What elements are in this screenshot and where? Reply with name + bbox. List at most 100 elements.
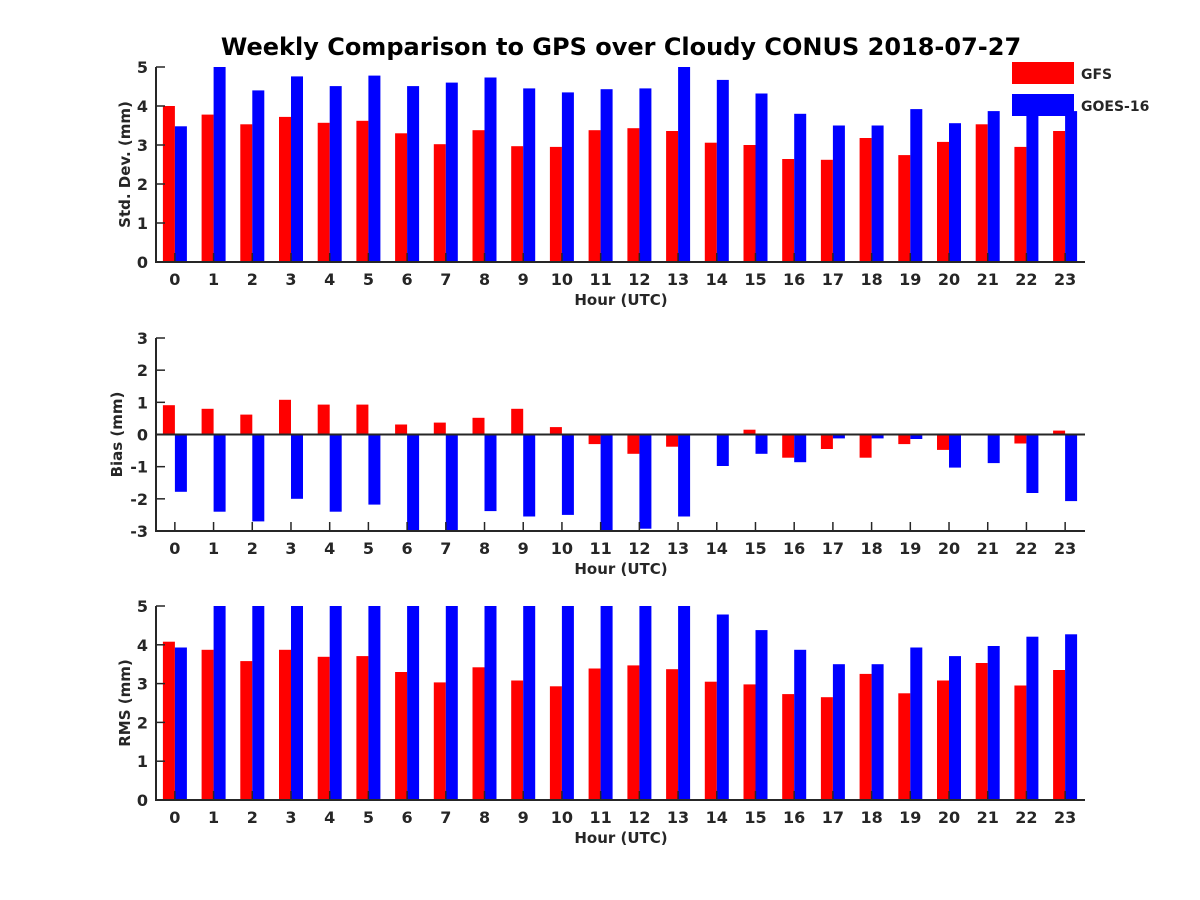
y-tick-label: 2	[137, 713, 148, 732]
bar-gfs-11	[588, 668, 601, 800]
bar-goes16-23	[1065, 634, 1078, 800]
bar-goes16-11	[600, 606, 613, 800]
bar-gfs-9	[511, 146, 524, 262]
bar-gfs-6	[395, 672, 408, 800]
bar-goes16-6	[407, 606, 420, 800]
bar-gfs-7	[433, 422, 446, 435]
bar-gfs-15	[743, 684, 756, 800]
bar-gfs-3	[279, 649, 291, 800]
bar-goes16-0	[174, 434, 187, 492]
bar-gfs-16	[782, 694, 795, 800]
bar-gfs-16	[782, 159, 795, 262]
bar-goes16-4	[329, 86, 342, 262]
legend-label-gfs: GFS	[1081, 67, 1112, 83]
bar-gfs-7	[433, 144, 446, 262]
y-tick-label: -3	[130, 522, 148, 541]
bar-goes16-1	[213, 606, 226, 800]
bar-goes16-15	[755, 93, 768, 262]
x-tick-label: 7	[440, 808, 451, 827]
y-axis-label: RMS (mm)	[116, 659, 134, 746]
bar-goes16-15	[755, 630, 768, 800]
x-tick-label: 2	[247, 808, 258, 827]
bar-goes16-7	[445, 434, 458, 531]
bar-gfs-10	[549, 146, 562, 262]
bar-goes16-11	[600, 89, 613, 262]
bar-gfs-4	[317, 656, 330, 800]
x-tick-label: 9	[518, 808, 529, 827]
x-tick-label: 13	[667, 270, 689, 289]
y-tick-label: 0	[137, 791, 148, 810]
x-tick-label: 14	[706, 270, 728, 289]
x-tick-label: 15	[744, 539, 766, 558]
legend-swatch-goes16	[1012, 94, 1074, 116]
x-tick-label: 19	[899, 808, 921, 827]
bar-gfs-8	[472, 417, 485, 435]
bar-gfs-2	[240, 414, 253, 435]
x-tick-label: 20	[938, 270, 960, 289]
bar-gfs-23	[1053, 131, 1066, 262]
bar-goes16-23	[1065, 111, 1078, 262]
x-tick-label: 4	[324, 270, 335, 289]
x-tick-label: 23	[1054, 270, 1076, 289]
x-tick-label: 17	[822, 270, 844, 289]
x-tick-label: 4	[324, 539, 335, 558]
legend-swatch-gfs	[1012, 62, 1074, 84]
bar-gfs-8	[472, 130, 485, 262]
y-tick-label: 1	[137, 214, 148, 233]
bar-goes16-16	[794, 649, 807, 800]
bar-goes16-18	[871, 434, 884, 439]
bar-gfs-12	[627, 665, 640, 800]
bar-gfs-9	[511, 408, 524, 435]
bar-goes16-5	[368, 75, 381, 262]
bar-gfs-19	[898, 155, 911, 262]
bar-goes16-21	[987, 434, 1000, 464]
bar-goes16-5	[368, 434, 381, 505]
x-tick-label: 9	[518, 270, 529, 289]
x-tick-label: 18	[860, 539, 882, 558]
bar-gfs-2	[240, 661, 253, 800]
x-axis-label: Hour (UTC)	[574, 829, 667, 847]
bar-gfs-16	[782, 434, 795, 458]
x-tick-label: 8	[479, 270, 490, 289]
bar-goes16-14	[716, 434, 729, 466]
bar-goes16-21	[987, 111, 1000, 262]
bar-gfs-17	[820, 434, 833, 449]
x-tick-label: 0	[169, 539, 180, 558]
y-tick-label: 5	[137, 58, 148, 77]
bar-gfs-5	[356, 404, 369, 435]
bar-gfs-4	[317, 404, 330, 435]
x-tick-label: 21	[977, 270, 999, 289]
bar-gfs-22	[1014, 146, 1027, 262]
x-tick-label: 22	[1015, 808, 1037, 827]
bar-goes16-10	[561, 92, 574, 263]
y-axis-label: Std. Dev. (mm)	[116, 101, 134, 228]
bar-gfs-6	[395, 424, 408, 435]
bar-goes16-10	[561, 434, 574, 515]
x-tick-label: 8	[479, 808, 490, 827]
bar-gfs-3	[279, 399, 291, 435]
y-tick-label: 2	[137, 361, 148, 380]
x-axis-label: Hour (UTC)	[574, 291, 667, 309]
bar-goes16-3	[291, 606, 303, 800]
x-tick-label: 19	[899, 270, 921, 289]
bar-gfs-0	[162, 405, 175, 435]
bar-gfs-13	[666, 131, 679, 262]
bar-goes16-3	[291, 434, 303, 499]
bar-goes16-22	[1026, 114, 1039, 262]
bar-goes16-16	[794, 434, 807, 463]
x-tick-label: 17	[822, 539, 844, 558]
x-tick-label: 11	[590, 270, 612, 289]
bar-goes16-19	[910, 647, 923, 800]
bar-goes16-19	[910, 109, 923, 262]
bar-goes16-19	[910, 434, 923, 439]
bar-gfs-5	[356, 120, 369, 262]
bar-goes16-6	[407, 86, 420, 262]
bar-gfs-14	[704, 681, 717, 800]
bar-goes16-13	[678, 67, 691, 262]
x-tick-label: 3	[285, 270, 296, 289]
bar-gfs-7	[433, 682, 446, 800]
x-tick-label: 1	[208, 539, 219, 558]
x-tick-label: 5	[363, 270, 374, 289]
